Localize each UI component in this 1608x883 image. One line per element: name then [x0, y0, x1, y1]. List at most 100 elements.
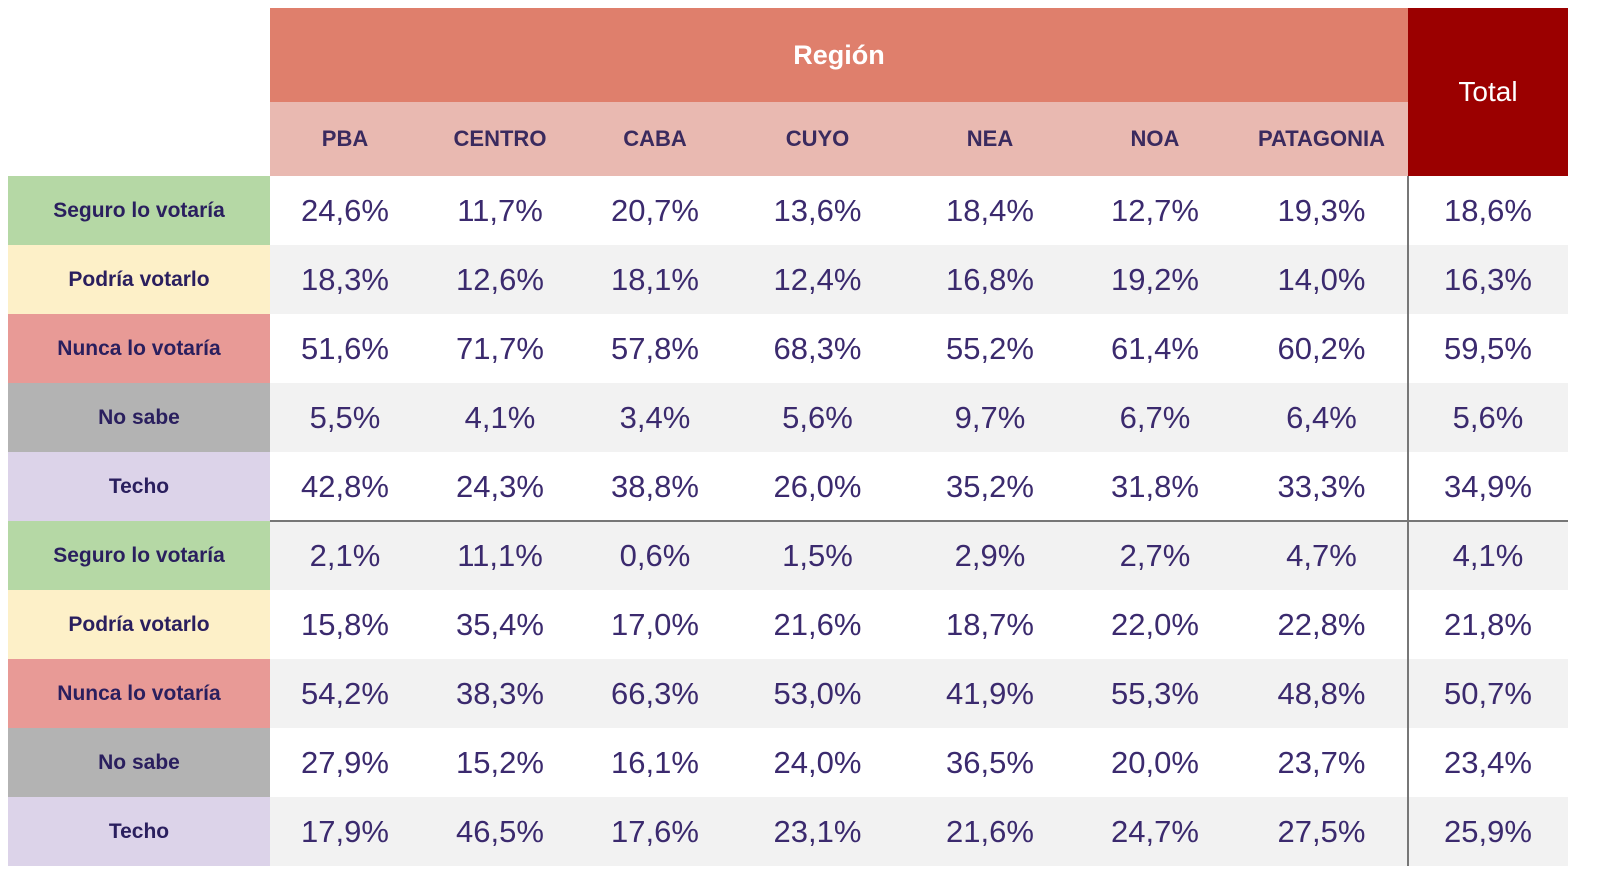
cell: 22,8%	[1277, 606, 1366, 642]
cell: 5,6%	[1452, 399, 1524, 435]
row-background	[270, 176, 1568, 245]
cell: 2,1%	[309, 537, 381, 573]
cell: 9,7%	[954, 399, 1026, 435]
cell: 2,7%	[1119, 537, 1191, 573]
cell: 0,6%	[619, 537, 691, 573]
cell: 35,2%	[946, 468, 1034, 504]
cell: 51,6%	[301, 330, 389, 366]
divider	[270, 520, 1568, 522]
cell: 57,8%	[611, 330, 699, 366]
cell: 24,7%	[1111, 813, 1199, 849]
cell: 71,7%	[456, 330, 544, 366]
cell: 15,2%	[456, 744, 544, 780]
cell: 16,3%	[1444, 261, 1532, 297]
column-header: CENTRO	[420, 102, 580, 176]
column-header: NOA	[1075, 102, 1235, 176]
row-background	[270, 590, 1568, 659]
cell: 55,3%	[1111, 675, 1199, 711]
cell: 68,3%	[773, 330, 862, 366]
cell: 33,3%	[1277, 468, 1366, 504]
column-header: PBA	[270, 102, 420, 176]
cell: 48,8%	[1277, 675, 1366, 711]
row-background	[270, 521, 1568, 590]
cell: 20,7%	[611, 192, 699, 228]
cell: 17,6%	[611, 813, 699, 849]
row-label: No sabe	[8, 728, 270, 797]
cell: 55,2%	[946, 330, 1034, 366]
row-label: Seguro lo votaría	[8, 176, 270, 245]
cell: 5,6%	[782, 399, 853, 435]
cell: 11,7%	[457, 192, 543, 228]
cell: 38,3%	[456, 675, 544, 711]
cell: 35,4%	[456, 606, 544, 642]
cell: 6,7%	[1119, 399, 1191, 435]
row-label: Techo	[8, 797, 270, 866]
cell: 17,0%	[611, 606, 699, 642]
cell: 5,5%	[309, 399, 381, 435]
row-background	[270, 245, 1568, 314]
region-header: Región	[270, 8, 1408, 102]
cell: 20,0%	[1111, 744, 1199, 780]
cell: 61,4%	[1111, 330, 1199, 366]
cell: 46,5%	[456, 813, 544, 849]
cell: 18,4%	[946, 192, 1034, 228]
cell: 21,8%	[1444, 606, 1532, 642]
column-header: NEA	[905, 102, 1075, 176]
cell: 4,7%	[1286, 537, 1357, 573]
row-background	[270, 797, 1568, 866]
cell: 31,8%	[1111, 468, 1199, 504]
cell: 14,0%	[1277, 261, 1366, 297]
row-background	[270, 383, 1568, 452]
cell: 19,3%	[1277, 192, 1366, 228]
cell: 54,2%	[301, 675, 389, 711]
cell: 18,3%	[301, 261, 389, 297]
cell: 41,9%	[946, 675, 1034, 711]
cell: 27,5%	[1277, 813, 1366, 849]
column-header: CUYO	[730, 102, 905, 176]
cell: 36,5%	[946, 744, 1034, 780]
column-header: PATAGONIA	[1235, 102, 1408, 176]
cell: 16,8%	[946, 261, 1034, 297]
cell: 4,1%	[1452, 537, 1524, 573]
cell: 12,4%	[773, 261, 862, 297]
row-background	[270, 728, 1568, 797]
cell: 24,3%	[456, 468, 544, 504]
cell: 18,1%	[611, 261, 699, 297]
total-header: Total	[1408, 8, 1568, 176]
row-label: Seguro lo votaría	[8, 521, 270, 590]
cell: 66,3%	[611, 675, 699, 711]
row-label: Techo	[8, 452, 270, 521]
row-label: Nunca lo votaría	[8, 659, 270, 728]
cell: 27,9%	[301, 744, 389, 780]
row-background	[270, 314, 1568, 383]
cell: 19,2%	[1111, 261, 1199, 297]
column-header: CABA	[580, 102, 730, 176]
cell: 26,0%	[773, 468, 862, 504]
cell: 3,4%	[619, 399, 691, 435]
cell: 17,9%	[301, 813, 389, 849]
cell: 4,1%	[464, 399, 536, 435]
cell: 60,2%	[1277, 330, 1366, 366]
cell: 34,9%	[1444, 468, 1532, 504]
cell: 25,9%	[1444, 813, 1532, 849]
cell: 22,0%	[1111, 606, 1199, 642]
cell: 15,8%	[301, 606, 389, 642]
row-label: No sabe	[8, 383, 270, 452]
cell: 12,6%	[456, 261, 544, 297]
cell: 18,7%	[946, 606, 1034, 642]
cell: 11,1%	[457, 537, 543, 573]
cell: 50,7%	[1444, 675, 1532, 711]
cell: 42,8%	[301, 468, 389, 504]
cell: 18,6%	[1444, 192, 1532, 228]
cell: 24,6%	[301, 192, 389, 228]
cell: 16,1%	[611, 744, 699, 780]
cell: 21,6%	[946, 813, 1034, 849]
cell: 23,4%	[1444, 744, 1532, 780]
cell: 38,8%	[611, 468, 699, 504]
cell: 24,0%	[773, 744, 862, 780]
cell: 21,6%	[773, 606, 862, 642]
row-label: Nunca lo votaría	[8, 314, 270, 383]
cell: 6,4%	[1286, 399, 1357, 435]
cell: 1,5%	[782, 537, 853, 573]
cell: 13,6%	[773, 192, 862, 228]
